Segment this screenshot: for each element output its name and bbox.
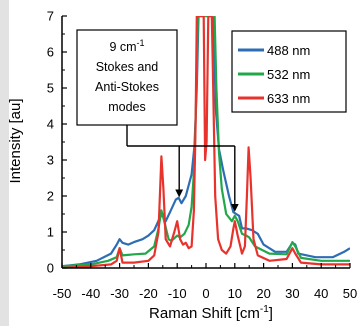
y-tick-label: 3 xyxy=(47,153,54,168)
x-tick-label: 50 xyxy=(343,286,357,301)
series-line-2 xyxy=(62,16,350,268)
x-tick-label: -40 xyxy=(81,286,100,301)
x-tick-label: 40 xyxy=(314,286,328,301)
axes-layer xyxy=(61,15,351,269)
y-axis-label: Intensity [au] xyxy=(7,98,24,183)
tick-label-layer: 0 1 2 3 4 5 6 7 -50 -40 -30 -20 -10 0 10 20 30 40 50 xyxy=(47,9,357,302)
x-tick-label: -30 xyxy=(110,286,129,301)
x-tick-label: 30 xyxy=(285,286,299,301)
y-tick-label: 2 xyxy=(47,189,54,204)
annotation-line-1: 9 cm-1 xyxy=(109,38,144,54)
x-tick-label: 20 xyxy=(256,286,270,301)
y-tick-label: 4 xyxy=(47,117,54,132)
legend-label-633: 633 nm xyxy=(267,91,310,106)
legend-entry-488: 488 nm xyxy=(238,43,310,58)
y-tick-label: 7 xyxy=(47,9,54,24)
x-tick-label: 10 xyxy=(228,286,242,301)
x-tick-label: -10 xyxy=(168,286,187,301)
series-layer xyxy=(62,16,350,268)
annotation-line-2: Stokes and xyxy=(96,60,159,74)
legend: 488 nm 532 nm 633 nm xyxy=(231,30,347,113)
x-tick-label: 0 xyxy=(202,286,209,301)
legend-entry-532: 532 nm xyxy=(238,67,310,82)
legend-entry-633: 633 nm xyxy=(238,91,310,106)
legend-label-532: 532 nm xyxy=(267,67,310,82)
y-tick-label: 0 xyxy=(47,261,54,276)
annotation-line-4: modes xyxy=(108,100,146,114)
annotation: 9 cm-1 Stokes and Anti-Stokes modes xyxy=(76,29,239,212)
y-tick-label: 5 xyxy=(47,81,54,96)
x-axis-label: Raman Shift [cm-1] xyxy=(149,304,273,322)
annotation-line-3: Anti-Stokes xyxy=(95,80,159,94)
y-tick-label: 1 xyxy=(47,225,54,240)
annotation-arrows xyxy=(126,125,239,212)
left-background-band xyxy=(0,0,9,326)
x-tick-label: -20 xyxy=(139,286,158,301)
x-tick-label: -50 xyxy=(53,286,72,301)
annotation-box xyxy=(76,29,178,126)
legend-label-488: 488 nm xyxy=(267,43,310,58)
y-tick-label: 6 xyxy=(47,45,54,60)
